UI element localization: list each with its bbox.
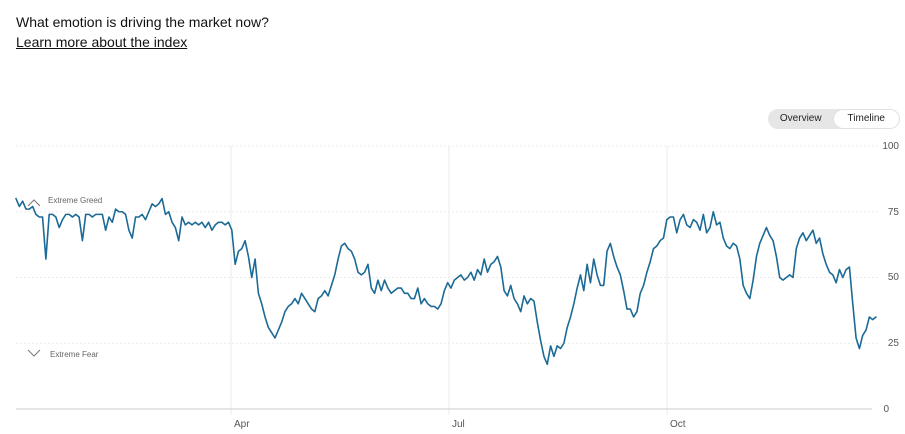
y-axis-ticks: 100 75 50 25 0 [882, 141, 899, 415]
view-toggle: Overview Timeline [768, 109, 900, 129]
header: What emotion is driving the market now? … [16, 12, 269, 52]
month-gridlines [230, 146, 668, 415]
y-tick-label: 0 [883, 404, 889, 415]
y-tick-label: 50 [888, 272, 900, 283]
extreme-greed-label: Extreme Greed [48, 196, 102, 205]
chevron-up-icon [27, 199, 41, 207]
extreme-fear-label: Extreme Fear [50, 350, 99, 359]
x-tick-label: Oct [670, 419, 686, 430]
y-tick-label: 75 [888, 207, 900, 218]
series-line [15, 197, 877, 366]
y-tick-label: 25 [888, 338, 900, 349]
overview-tab[interactable]: Overview [779, 113, 822, 124]
x-axis-ticks: Apr Jul Oct [234, 419, 686, 430]
extreme-greed-marker: Extreme Greed [27, 196, 102, 207]
gridlines [16, 145, 878, 344]
timeline-tab[interactable]: Timeline [833, 110, 899, 128]
page-question: What emotion is driving the market now? [16, 14, 269, 30]
learn-more-link[interactable]: Learn more about the index [16, 34, 188, 50]
extreme-fear-marker: Extreme Fear [27, 349, 99, 359]
x-tick-label: Apr [234, 419, 250, 430]
chevron-down-icon [27, 349, 41, 357]
y-tick-label: 100 [882, 141, 899, 152]
x-tick-label: Jul [452, 419, 465, 430]
